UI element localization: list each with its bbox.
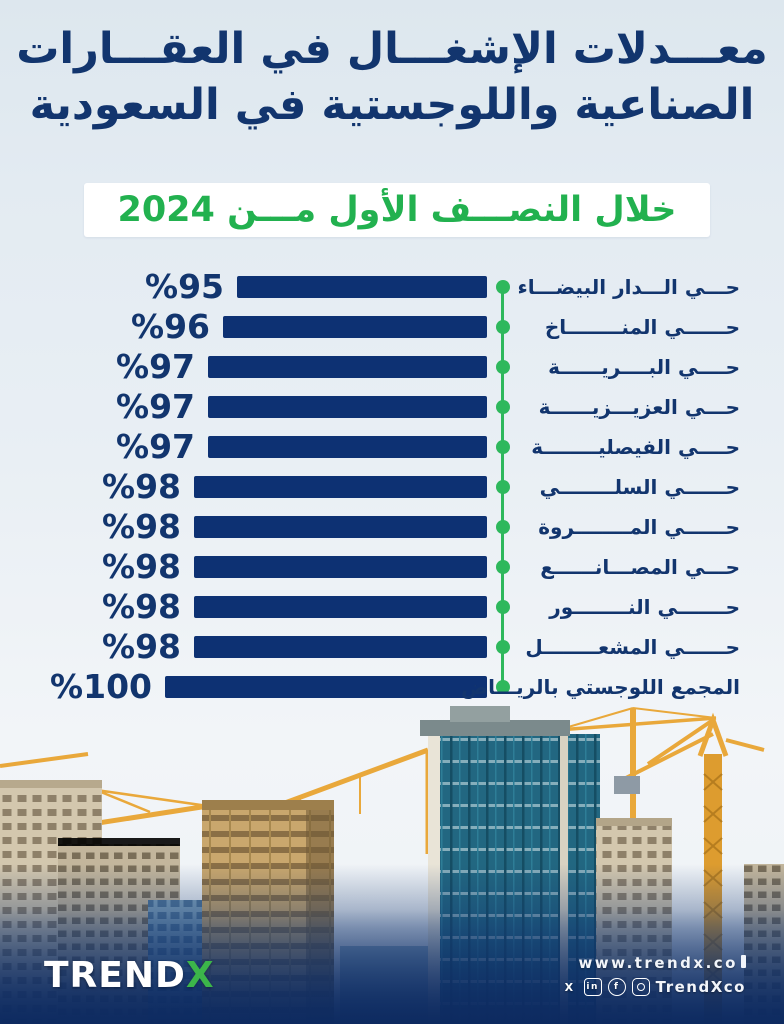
subtitle-box: خلال النصـــف الأول مـــن 2024	[84, 183, 710, 237]
district-label: حــــي البــــريــــــة	[548, 355, 740, 379]
social-handle[interactable]: TrendXco	[655, 978, 746, 996]
district-label: حــــــي المــــــــروة	[538, 515, 740, 539]
linkedin-icon[interactable]: in	[583, 978, 602, 996]
title-line-1: معـــدلات الإشغـــال في العقـــارات	[16, 24, 768, 74]
logo-text-main: TREND	[44, 955, 186, 996]
bar-value-label: %98	[102, 627, 181, 666]
bar-value-label: %97	[116, 347, 195, 386]
facebook-icon[interactable]: f	[607, 978, 626, 996]
axis-dot-icon	[496, 280, 510, 294]
axis-dot-icon	[496, 400, 510, 414]
poster-title: معـــدلات الإشغـــال في العقـــارات الصن…	[0, 22, 784, 134]
bar-value-label: %98	[102, 587, 181, 626]
district-label: حــــــي المنــــــــاخ	[544, 315, 740, 339]
occupancy-bar-chart: %95 حـــي الـــدار البيضـــاء %96 حـــــ…	[0, 267, 784, 709]
axis-dot-icon	[496, 520, 510, 534]
axis-dot-icon	[496, 480, 510, 494]
bar-value-label: %97	[116, 427, 195, 466]
district-label: حـــي العزيـــزيــــــة	[538, 395, 740, 419]
district-label: حــــــي السلــــــــي	[539, 475, 740, 499]
title-line-2: الصناعية واللوجستية في السعودية	[29, 79, 755, 130]
bar-value-label: %95	[145, 267, 224, 306]
occupancy-bar	[208, 436, 487, 458]
district-label: حــــي الفيصليــــــــة	[531, 435, 740, 459]
x-icon[interactable]: X	[564, 980, 575, 994]
axis-dot-icon	[496, 440, 510, 454]
contact-block: www.trendx.co X in f TrendXco	[562, 953, 746, 996]
district-label: حــــــي المشعــــــــل	[525, 635, 740, 659]
occupancy-bar	[223, 316, 487, 338]
bar-value-label: %97	[116, 387, 195, 426]
district-label: حـــــــي النــــــــور	[549, 595, 740, 619]
chart-row: %97 حــــي البــــريــــــة	[0, 347, 784, 387]
chart-row: %98 حـــــــي النــــــــور	[0, 587, 784, 627]
cursor-bar-icon	[741, 955, 746, 968]
logo-text-x: X	[185, 955, 215, 996]
axis-dot-icon	[496, 640, 510, 654]
axis-dot-icon	[496, 560, 510, 574]
occupancy-bar	[194, 516, 487, 538]
chart-row: %97 حــــي الفيصليــــــــة	[0, 427, 784, 467]
social-row: X in f TrendXco	[562, 978, 746, 996]
axis-dot-icon	[496, 680, 510, 694]
axis-dot-icon	[496, 360, 510, 374]
trendx-logo: TRENDX	[44, 958, 215, 994]
instagram-icon[interactable]	[631, 978, 650, 996]
chart-row: %98 حــــــي المشعــــــــل	[0, 627, 784, 667]
chart-row: %98 حــــــي المــــــــروة	[0, 507, 784, 547]
district-label: حـــي الـــدار البيضـــاء	[517, 275, 740, 299]
district-label: حـــي المصـــانــــــع	[540, 555, 740, 579]
bar-value-label: %98	[102, 547, 181, 586]
axis-dot-icon	[496, 320, 510, 334]
occupancy-bar	[194, 476, 487, 498]
bar-value-label: %100	[50, 667, 152, 706]
occupancy-bar	[237, 276, 487, 298]
occupancy-bar	[165, 676, 487, 698]
occupancy-bar	[194, 556, 487, 578]
chart-row: %100 المجمع اللوجستي بالريـــاض	[0, 667, 784, 707]
axis-dot-icon	[496, 600, 510, 614]
occupancy-bar	[194, 636, 487, 658]
occupancy-bar	[194, 596, 487, 618]
occupancy-bar	[208, 396, 487, 418]
chart-row: %95 حـــي الـــدار البيضـــاء	[0, 267, 784, 307]
occupancy-bar	[208, 356, 487, 378]
subtitle-text: خلال النصـــف الأول مـــن 2024	[117, 190, 677, 230]
website-link[interactable]: www.trendx.co	[578, 954, 738, 972]
chart-row: %96 حــــــي المنــــــــاخ	[0, 307, 784, 347]
bar-value-label: %98	[102, 467, 181, 506]
bar-value-label: %98	[102, 507, 181, 546]
bar-value-label: %96	[131, 307, 210, 346]
chart-row: %97 حـــي العزيـــزيــــــة	[0, 387, 784, 427]
chart-row: %98 حـــي المصـــانــــــع	[0, 547, 784, 587]
chart-row: %98 حــــــي السلــــــــي	[0, 467, 784, 507]
district-label: المجمع اللوجستي بالريـــاض	[461, 675, 740, 699]
